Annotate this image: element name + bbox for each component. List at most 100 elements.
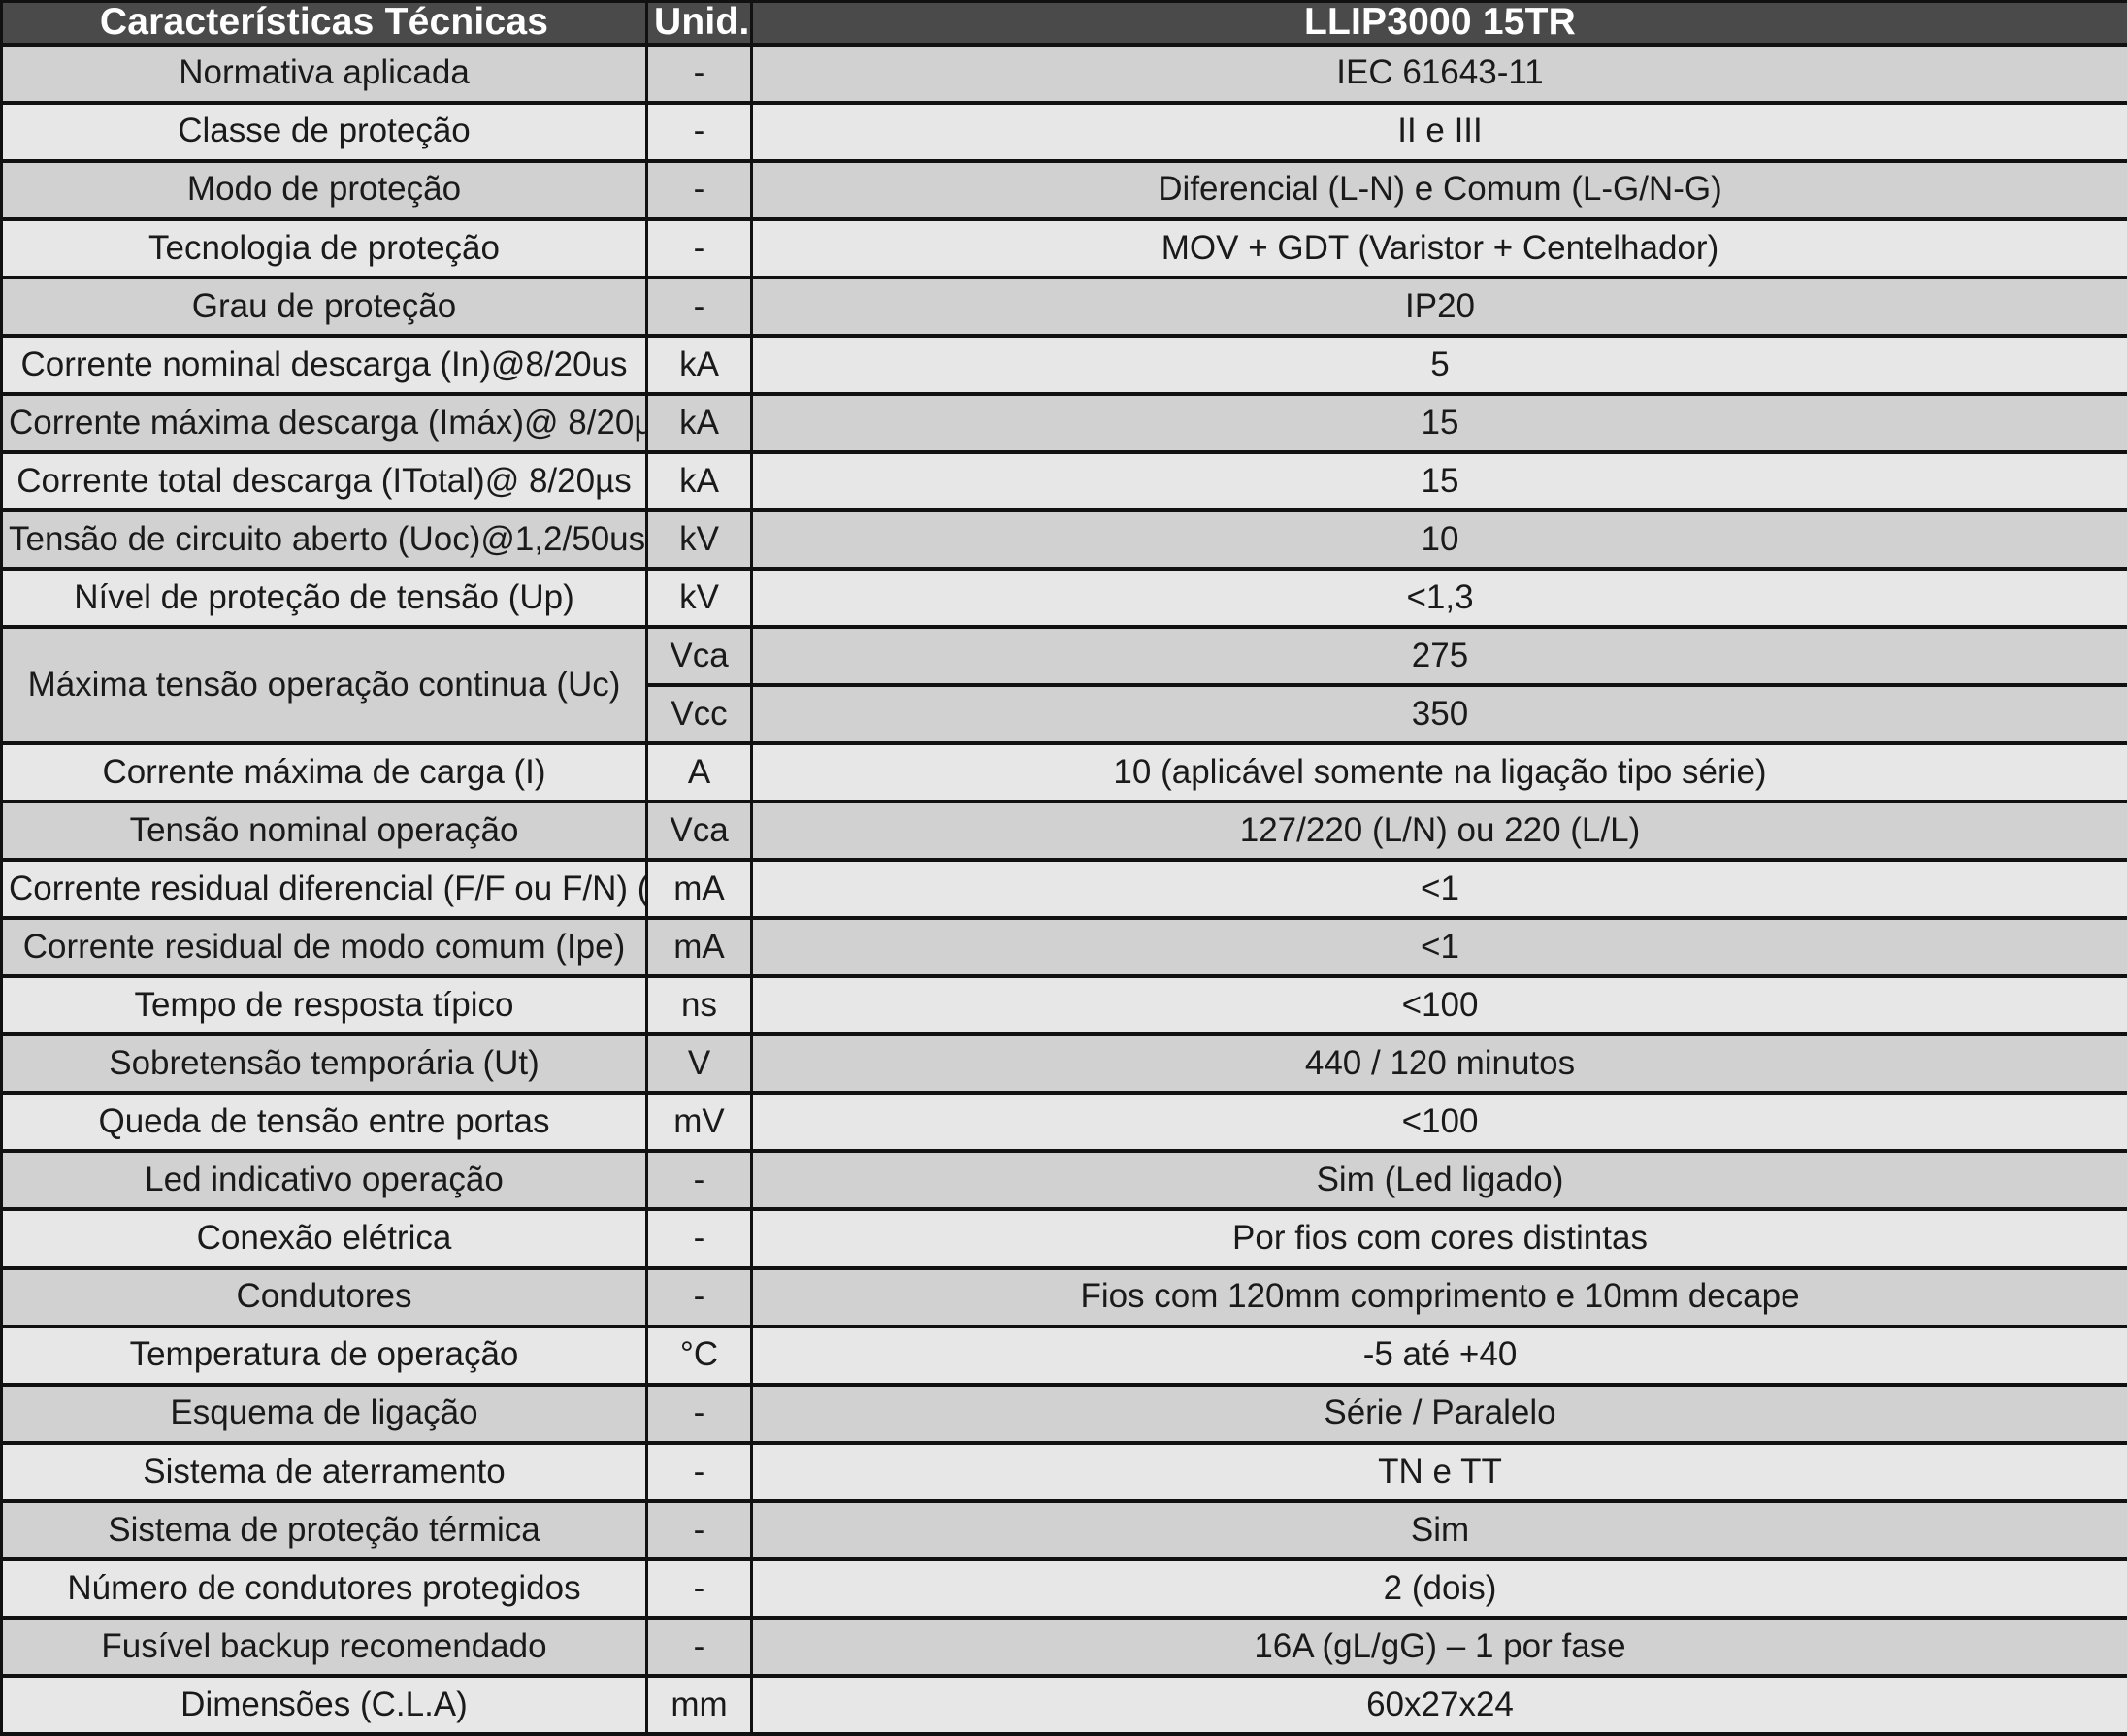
feature-cell: Corrente máxima descarga (Imáx)@ 8/20µs — [0, 391, 648, 454]
unit-cell: A — [645, 741, 753, 804]
value-cell: 16A (gL/gG) – 1 por fase — [750, 1615, 2127, 1678]
table-row: Tempo de resposta típico ns <100 — [0, 974, 2127, 1037]
feature-cell: Normativa aplicada — [0, 42, 648, 105]
value-cell: 2 (dois) — [750, 1556, 2127, 1620]
table-row: Queda de tensão entre portas mV <100 — [0, 1091, 2127, 1154]
feature-cell: Tecnologia de proteção — [0, 216, 648, 279]
unit-cell: - — [645, 1207, 753, 1270]
feature-cell: Corrente residual diferencial (F/F ou F/… — [0, 858, 648, 921]
table-row: Temperatura de operação °C -5 até +40 — [0, 1324, 2127, 1387]
table-row: Classe de proteção - II e III — [0, 100, 2127, 163]
feature-cell: Grau de proteção — [0, 275, 648, 338]
unit-cell: kA — [645, 391, 753, 454]
feature-cell: Dimensões (C.L.A) — [0, 1673, 648, 1736]
table-row: Grau de proteção - IP20 — [0, 275, 2127, 338]
table-body: Normativa aplicada - IEC 61643-11 Classe de… — [0, 42, 2127, 1736]
feature-cell: Corrente residual de modo comum (Ipe) — [0, 916, 648, 979]
value-cell: TN e TT — [750, 1440, 2127, 1503]
value-cell: Série / Paralelo — [750, 1382, 2127, 1445]
value-cell: 350 — [750, 683, 2127, 746]
unit-cell: - — [645, 216, 753, 279]
unit-cell: kA — [645, 333, 753, 396]
unit-cell: ns — [645, 974, 753, 1037]
value-cell: 10 — [750, 508, 2127, 571]
value-cell: MOV + GDT (Varistor + Centelhador) — [750, 216, 2127, 279]
feature-cell: Tempo de resposta típico — [0, 974, 648, 1037]
unit-cell: mV — [645, 1091, 753, 1154]
table-header: Características Técnicas Unid. LLIP3000 … — [0, 0, 2127, 47]
unit-cell: V — [645, 1032, 753, 1096]
feature-cell: Fusível backup recomendado — [0, 1615, 648, 1678]
table-row: Sobretensão temporária (Ut) V 440 / 120 mi… — [0, 1032, 2127, 1096]
value-cell: 15 — [750, 391, 2127, 454]
column-header-feature: Características Técnicas — [0, 0, 648, 47]
value-cell: Fios com 120mm comprimento e 10mm decape — [750, 1265, 2127, 1328]
value-cell: -5 até +40 — [750, 1324, 2127, 1387]
feature-cell: Sistema de proteção térmica — [0, 1498, 648, 1561]
table-row: Sistema de proteção térmica - Sim — [0, 1498, 2127, 1561]
feature-cell: Tensão nominal operação — [0, 800, 648, 863]
value-cell: Sim — [750, 1498, 2127, 1561]
table-row: Tensão nominal operação Vca 127/220 (L/N) … — [0, 800, 2127, 863]
unit-cell: kV — [645, 566, 753, 630]
value-cell: 5 — [750, 333, 2127, 396]
value-cell: <100 — [750, 974, 2127, 1037]
unit-cell: - — [645, 42, 753, 105]
unit-cell: °C — [645, 1324, 753, 1387]
feature-cell: Corrente total descarga (ITotal)@ 8/20µs — [0, 449, 648, 512]
table-row: Corrente residual diferencial (F/F ou F/… — [0, 858, 2127, 921]
value-cell: <1 — [750, 916, 2127, 979]
unit-cell: Vcc — [645, 683, 753, 746]
table-row: Led indicativo operação - Sim (Led ligado) — [0, 1149, 2127, 1212]
feature-cell: Conexão elétrica — [0, 1207, 648, 1270]
table-row: Nível de proteção de tensão (Up) kV <1,3 — [0, 566, 2127, 630]
feature-cell: Condutores — [0, 1265, 648, 1328]
unit-cell: - — [645, 1265, 753, 1328]
unit-cell: Vca — [645, 625, 753, 688]
table-row: Corrente nominal descarga (In)@8/20us kA 5 — [0, 333, 2127, 396]
table-row: Número de condutores protegidos -2 (dois) — [0, 1556, 2127, 1620]
table-row: Conexão elétrica - Por fios com cores dist… — [0, 1207, 2127, 1270]
unit-cell: Vca — [645, 800, 753, 863]
table-row: Condutores - Fios com 120mm comprimento e … — [0, 1265, 2127, 1328]
column-header-product: LLIP3000 15TR — [750, 0, 2127, 47]
unit-cell: - — [645, 275, 753, 338]
feature-cell: Corrente nominal descarga (In)@8/20us — [0, 333, 648, 396]
table-row: Tensão de circuito aberto (Uoc)@1,2/50us… — [0, 508, 2127, 571]
feature-cell: Tensão de circuito aberto (Uoc)@1,2/50us — [0, 508, 648, 571]
value-cell: 275 — [750, 625, 2127, 688]
table-row: Dimensões (C.L.A) mm 60x27x24 — [0, 1673, 2127, 1736]
table-row: Tecnologia de proteção - MOV + GDT (Varist… — [0, 216, 2127, 279]
value-cell: <1,3 — [750, 566, 2127, 630]
value-cell: 60x27x24 — [750, 1673, 2127, 1736]
unit-cell: - — [645, 1149, 753, 1212]
value-cell: II e III — [750, 100, 2127, 163]
feature-cell: Nível de proteção de tensão (Up) — [0, 566, 648, 630]
value-cell: Diferencial (L-N) e Comum (L-G/N-G) — [750, 158, 2127, 221]
feature-cell: Modo de proteção — [0, 158, 648, 221]
unit-cell: - — [645, 1382, 753, 1445]
feature-cell: Led indicativo operação — [0, 1149, 648, 1212]
unit-cell: - — [645, 1556, 753, 1620]
value-cell: 10 (aplicável somente na ligação tipo sé… — [750, 741, 2127, 804]
value-cell: 127/220 (L/N) ou 220 (L/L) — [750, 800, 2127, 863]
table-row: Corrente total descarga (ITotal)@ 8/20µs… — [0, 449, 2127, 512]
feature-cell: Máxima tensão operação continua (Uc) — [0, 625, 648, 746]
table-row: Fusível backup recomendado -16A (gL/gG) –… — [0, 1615, 2127, 1678]
unit-cell: - — [645, 1615, 753, 1678]
feature-cell: Número de condutores protegidos — [0, 1556, 648, 1620]
value-cell: Por fios com cores distintas — [750, 1207, 2127, 1270]
table-row: Corrente máxima de carga (I) A 10 (aplicáv… — [0, 741, 2127, 804]
feature-cell: Queda de tensão entre portas — [0, 1091, 648, 1154]
table-row: Normativa aplicada - IEC 61643-11 — [0, 42, 2127, 105]
table-row: Sistema de aterramento - TN e TT — [0, 1440, 2127, 1503]
unit-cell: mA — [645, 916, 753, 979]
unit-cell: - — [645, 100, 753, 163]
feature-cell: Classe de proteção — [0, 100, 648, 163]
unit-cell: kA — [645, 449, 753, 512]
table-row: Corrente máxima descarga (Imáx)@ 8/20µs k… — [0, 391, 2127, 454]
feature-cell: Corrente máxima de carga (I) — [0, 741, 648, 804]
unit-cell: - — [645, 1498, 753, 1561]
column-header-unit: Unid. — [645, 0, 753, 47]
